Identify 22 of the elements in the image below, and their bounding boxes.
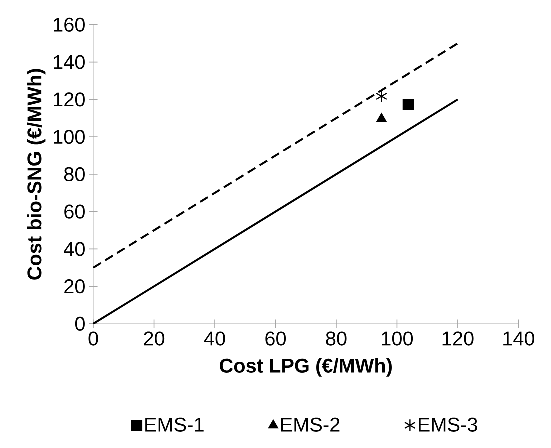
y-tick-label: 100	[54, 130, 85, 144]
y-tick-label: 40	[64, 242, 85, 256]
y-tick-label: 140	[54, 55, 85, 70]
y-tick-label: 20	[64, 280, 85, 294]
y-axis-title: Cost bio-SNG (€/MWh)	[27, 69, 46, 280]
x-tick-label: 100	[382, 332, 414, 346]
x-tick-label: 80	[326, 332, 347, 346]
y-tick-label: 160	[54, 18, 85, 32]
x-tick-label: 20	[144, 332, 165, 346]
x-tick-label: 140	[504, 332, 535, 346]
legend-label: EMS-3	[419, 418, 478, 432]
legend-label: EMS-1	[146, 418, 204, 432]
y-tick-label: 80	[64, 167, 85, 182]
y-tick-label: 0	[75, 317, 85, 332]
y-tick-label: 60	[64, 204, 85, 219]
x-tick-label: 40	[204, 332, 226, 346]
x-tick-label: 60	[266, 332, 286, 346]
x-tick-label: 0	[88, 332, 98, 346]
legend-label: EMS-2	[281, 418, 340, 432]
x-axis-title: Cost LPG (€/MWh)	[220, 358, 392, 378]
x-tick-label: 120	[442, 332, 474, 346]
y-tick-label: 120	[54, 92, 85, 107]
